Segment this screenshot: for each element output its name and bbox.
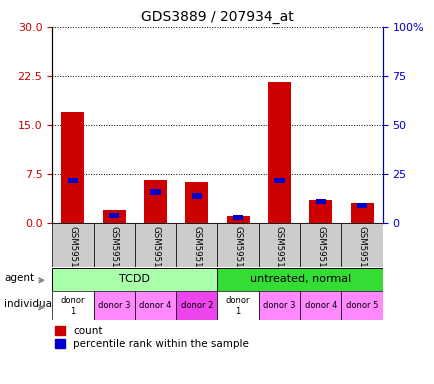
Bar	[176, 291, 217, 320]
Bar	[150, 189, 160, 195]
Bar	[61, 112, 84, 223]
Bar	[144, 180, 167, 223]
Bar	[93, 223, 135, 267]
Bar	[217, 291, 258, 320]
Text: donor 3: donor 3	[98, 301, 130, 310]
Text: GSM595124: GSM595124	[357, 226, 366, 279]
Text: GSM595121: GSM595121	[109, 226, 118, 279]
Bar	[267, 83, 290, 223]
Text: GSM595119: GSM595119	[68, 226, 77, 279]
Bar	[109, 213, 119, 218]
Bar	[52, 223, 93, 267]
Bar	[350, 203, 373, 223]
Bar	[299, 291, 341, 320]
Text: agent: agent	[4, 273, 34, 283]
Bar	[52, 268, 217, 291]
Bar	[102, 210, 125, 223]
Text: individual: individual	[4, 300, 55, 310]
Bar	[52, 291, 93, 320]
Text: donor 3: donor 3	[263, 301, 295, 310]
Bar	[356, 203, 366, 209]
Text: donor 4: donor 4	[139, 301, 171, 310]
Text: TCDD: TCDD	[119, 274, 150, 284]
Text: GSM595122: GSM595122	[316, 226, 325, 279]
Legend: count, percentile rank within the sample: count, percentile rank within the sample	[56, 326, 249, 349]
Bar	[309, 200, 332, 223]
Text: donor 5: donor 5	[345, 301, 378, 310]
Text: donor 2: donor 2	[180, 301, 213, 310]
Bar	[341, 291, 382, 320]
Bar	[217, 268, 382, 291]
Text: donor 4: donor 4	[304, 301, 336, 310]
Bar	[135, 291, 176, 320]
Text: GSM595118: GSM595118	[233, 226, 242, 279]
Bar	[233, 215, 243, 220]
Bar	[217, 223, 258, 267]
Bar	[274, 178, 284, 183]
Bar	[185, 182, 208, 223]
Text: donor
1: donor 1	[60, 296, 85, 316]
Bar	[135, 223, 176, 267]
Bar	[93, 291, 135, 320]
Bar	[258, 291, 299, 320]
Title: GDS3889 / 207934_at: GDS3889 / 207934_at	[141, 10, 293, 25]
Text: untreated, normal: untreated, normal	[249, 274, 350, 284]
Bar	[341, 223, 382, 267]
Text: GSM595125: GSM595125	[192, 226, 201, 279]
Bar	[258, 223, 299, 267]
Bar	[226, 216, 249, 223]
Bar	[68, 178, 78, 183]
Bar	[299, 223, 341, 267]
Bar	[176, 223, 217, 267]
Text: GSM595123: GSM595123	[151, 226, 160, 279]
Text: donor
1: donor 1	[225, 296, 250, 316]
Bar	[315, 199, 325, 204]
Text: GSM595120: GSM595120	[274, 226, 283, 279]
Bar	[191, 194, 201, 199]
